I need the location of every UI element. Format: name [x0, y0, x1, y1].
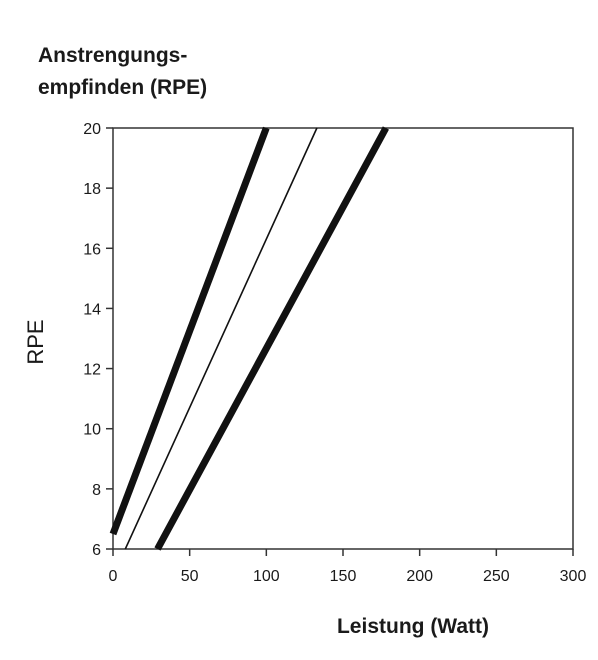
- y-axis-label: RPE: [23, 319, 48, 364]
- series-layer: [109, 126, 389, 551]
- y-tick-label: 6: [92, 542, 101, 559]
- thin-series-line: [124, 127, 318, 550]
- y-axis-ticks: 6 8 10 12 14 16 18 20: [83, 121, 113, 559]
- x-tick-label: 200: [406, 568, 433, 585]
- y-tick-label: 8: [92, 482, 101, 499]
- x-tick-label: 300: [560, 568, 587, 585]
- x-tick-label: 100: [253, 568, 280, 585]
- x-axis-ticks: 0 50 100 150 200 250 300: [109, 549, 587, 585]
- chart-title-line-1: Anstrengungs-: [38, 44, 187, 67]
- y-tick-label: 16: [83, 241, 101, 258]
- thick-series-line: [154, 126, 389, 551]
- x-tick-label: 50: [181, 568, 199, 585]
- x-tick-label: 250: [483, 568, 510, 585]
- y-tick-label: 12: [83, 362, 101, 379]
- plot-frame: [112, 127, 574, 550]
- y-tick-label: 14: [83, 301, 101, 318]
- y-tick-label: 18: [83, 181, 101, 198]
- x-tick-label: 0: [109, 568, 118, 585]
- thick-series-line: [109, 126, 270, 536]
- chart-title-line-2: empfinden (RPE): [38, 76, 207, 99]
- x-tick-label: 150: [330, 568, 357, 585]
- y-tick-label: 10: [83, 422, 101, 439]
- x-axis-label: Leistung (Watt): [337, 615, 489, 638]
- y-tick-label: 20: [83, 121, 101, 138]
